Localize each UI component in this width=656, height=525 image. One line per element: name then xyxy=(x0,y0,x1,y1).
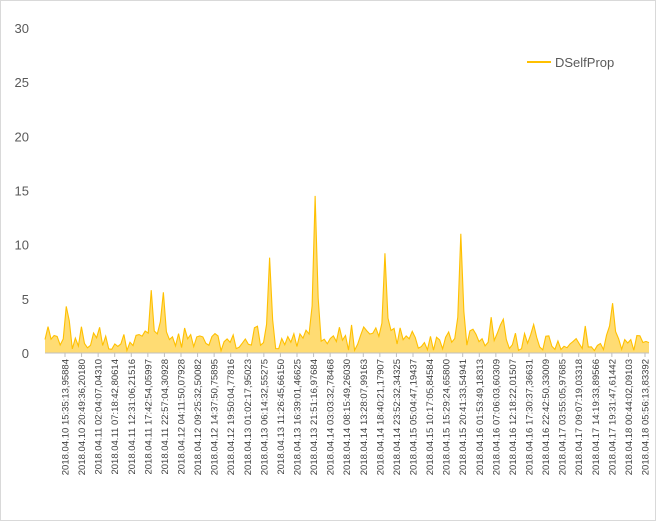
y-tick-label: 25 xyxy=(15,75,29,90)
x-axis: 2018.04.10 15:35:13,95884 2018.04.10 20:4… xyxy=(61,353,652,475)
x-tick-label: 2018.04.15 05:04:47,19437 xyxy=(409,359,420,475)
y-tick-label: 10 xyxy=(15,238,29,253)
legend-label: DSelfProp xyxy=(555,55,614,70)
x-tick-label: 2018.04.17 09:07:19,03318 xyxy=(574,359,585,475)
x-tick-label: 2018.04.18 05:56:13,83392 xyxy=(641,359,652,475)
y-axis: 0 5 10 15 20 25 30 xyxy=(15,21,29,361)
x-tick-label: 2018.04.16 17:30:37,36631 xyxy=(525,359,536,475)
x-tick-label: 2018.04.13 06:14:32,55275 xyxy=(259,359,270,475)
y-tick-label: 5 xyxy=(22,292,29,307)
y-tick-label: 15 xyxy=(15,184,29,199)
x-tick-label: 2018.04.11 12:31:06,21516 xyxy=(127,359,138,475)
x-tick-label: 2018.04.12 04:11:50,07928 xyxy=(177,359,188,475)
x-tick-label: 2018.04.16 01:53:49,18313 xyxy=(475,359,486,475)
x-tick-label: 2018.04.12 09:25:32,50082 xyxy=(193,359,204,475)
y-tick-label: 0 xyxy=(22,346,29,361)
y-tick-label: 30 xyxy=(15,21,29,36)
x-tick-label: 2018.04.13 16:39:01,46625 xyxy=(293,359,304,475)
x-tick-label: 2018.04.16 22:42:50,33009 xyxy=(541,359,552,475)
x-tick-label: 2018.04.11 22:57:04,30928 xyxy=(160,359,171,475)
x-tick-label: 2018.04.11 02:04:07,04310 xyxy=(94,359,105,475)
x-tick-label: 2018.04.17 14:19:33,89566 xyxy=(591,359,602,475)
x-tick-label: 2018.04.14 03:03:32,78468 xyxy=(326,359,337,475)
x-tick-label: 2018.04.10 15:35:13,95884 xyxy=(61,359,72,475)
x-tick-label: 2018.04.15 10:17:05,84584 xyxy=(425,359,436,475)
x-tick-label: 2018.04.17 19:31:47,61442 xyxy=(607,359,618,475)
x-tick-label: 2018.04.14 23:52:32,34325 xyxy=(392,359,403,475)
x-tick-label: 2018.04.11 17:42:54,05997 xyxy=(143,359,154,475)
x-tick-label: 2018.04.16 12:18:22,01507 xyxy=(508,359,519,475)
x-tick-label: 2018.04.12 14:37:50,75895 xyxy=(210,359,221,475)
x-tick-label: 2018.04.18 00:44:02,09103 xyxy=(624,359,635,475)
x-tick-label: 2018.04.15 15:29:24,65800 xyxy=(442,359,453,475)
x-tick-label: 2018.04.14 18:40:21,17907 xyxy=(375,359,386,475)
series-line xyxy=(44,195,650,353)
plot-area xyxy=(44,195,650,353)
x-tick-label: 2018.04.12 19:50:04,77816 xyxy=(226,359,237,475)
x-tick-label: 2018.04.11 07:18:42,80614 xyxy=(110,359,121,475)
x-tick-label: 2018.04.14 08:15:49,26030 xyxy=(342,359,353,475)
series-area xyxy=(45,195,649,353)
x-tick-label: 2018.04.17 03:55:05,97685 xyxy=(558,359,569,475)
y-tick-label: 20 xyxy=(15,129,29,144)
x-tick-label: 2018.04.13 21:51:16,97684 xyxy=(309,359,320,475)
x-tick-label: 2018.04.14 13:28:07,99163 xyxy=(359,359,370,475)
x-tick-label: 2018.04.10 20:49:36,20180 xyxy=(77,359,88,475)
legend: DSelfProp xyxy=(527,55,614,70)
x-tick-label: 2018.04.13 11:26:45,66150 xyxy=(276,359,287,475)
x-tick-label: 2018.04.13 01:02:17,95023 xyxy=(243,359,254,475)
x-tick-label: 2018.04.15 20:41:33,54941 xyxy=(458,359,469,475)
x-tick-label: 2018.04.16 07:06:03,60309 xyxy=(491,359,502,475)
